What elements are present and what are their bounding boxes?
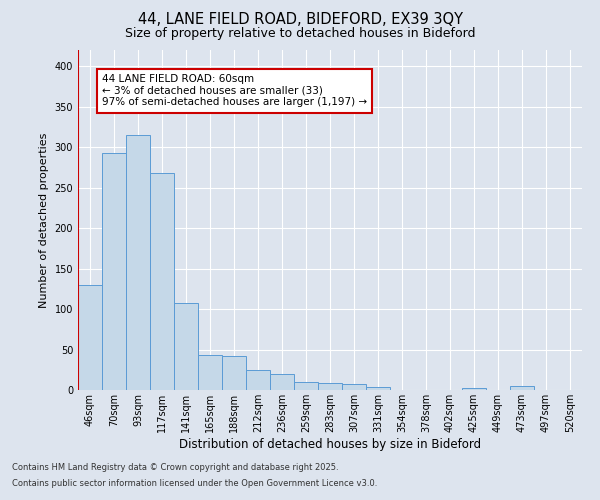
Y-axis label: Number of detached properties: Number of detached properties: [39, 132, 49, 308]
Bar: [294, 382, 318, 390]
Bar: [222, 356, 246, 390]
Bar: [462, 388, 486, 390]
Bar: [126, 135, 150, 390]
Bar: [246, 370, 270, 390]
Bar: [270, 374, 294, 390]
Text: 44, LANE FIELD ROAD, BIDEFORD, EX39 3QY: 44, LANE FIELD ROAD, BIDEFORD, EX39 3QY: [137, 12, 463, 28]
Bar: [366, 387, 390, 390]
Bar: [318, 382, 342, 390]
Bar: [342, 384, 366, 390]
Bar: [510, 386, 534, 390]
Text: Contains public sector information licensed under the Open Government Licence v3: Contains public sector information licen…: [12, 479, 377, 488]
Bar: [78, 285, 102, 390]
X-axis label: Distribution of detached houses by size in Bideford: Distribution of detached houses by size …: [179, 438, 481, 450]
Bar: [102, 153, 126, 390]
Text: 44 LANE FIELD ROAD: 60sqm
← 3% of detached houses are smaller (33)
97% of semi-d: 44 LANE FIELD ROAD: 60sqm ← 3% of detach…: [102, 74, 367, 108]
Bar: [150, 173, 174, 390]
Text: Size of property relative to detached houses in Bideford: Size of property relative to detached ho…: [125, 28, 475, 40]
Bar: [174, 302, 198, 390]
Bar: [198, 355, 222, 390]
Text: Contains HM Land Registry data © Crown copyright and database right 2025.: Contains HM Land Registry data © Crown c…: [12, 462, 338, 471]
